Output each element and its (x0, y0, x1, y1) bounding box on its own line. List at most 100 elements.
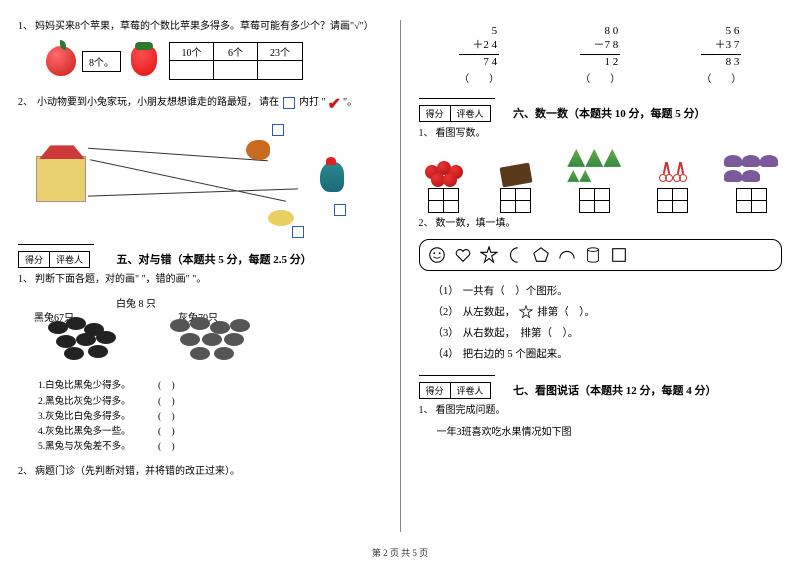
scissors-group (658, 162, 688, 213)
q1: 1、妈妈买来8个苹果，草莓的个数比苹果多得多。草莓可能有多少个？请画"√"） (18, 20, 382, 34)
path-2 (90, 160, 286, 203)
choice-2[interactable]: 23个 (258, 43, 302, 61)
r-q2: 2、数一数，填一填。 (419, 217, 783, 231)
choice-0[interactable]: 10个 (170, 43, 214, 61)
squirrel-icon (246, 140, 270, 160)
star-icon (480, 246, 498, 264)
score-a-r2: 得分 (420, 383, 451, 398)
choice-grid: 10个 6个 23个 (169, 42, 303, 80)
choice-blank-1[interactable] (214, 61, 258, 79)
square-icon (610, 246, 628, 264)
choice-blank-2[interactable] (258, 61, 302, 79)
house-icon (36, 156, 86, 202)
right-column: 5＋2 47 4（ ） 8 0－7 81 2（ ） 5 6＋3 78 3（ ） … (401, 0, 800, 540)
q2b: 2、病题门诊（先判断对错，并将错的改正过来）。 (18, 465, 382, 479)
hats (724, 155, 778, 213)
heart-icon (454, 246, 472, 264)
tf-4: 5.黑兔与灰兔差不多。 (38, 440, 158, 455)
star-inline-icon (519, 305, 533, 319)
q2: 2、 小动物要到小兔家玩，小朋友想想谁走的路最短， 请在 内打 " ✔ "。 (18, 92, 382, 114)
section6: 六、数一数（本题共 10 分，每题 5 分） (513, 105, 706, 121)
strawberry-icon (131, 46, 157, 76)
tally-0[interactable] (429, 189, 459, 213)
tf-1: 2.黑兔比灰兔少得多。 (38, 395, 158, 410)
vertical-math: 5＋2 47 4（ ） 8 0－7 81 2（ ） 5 6＋3 78 3（ ） (419, 24, 783, 86)
animals-scene (28, 122, 348, 232)
tf-2: 3.灰兔比白兔多得多。 (38, 410, 158, 425)
arc-icon (558, 246, 576, 264)
score-box-r2: 得分 评卷人 (419, 382, 491, 399)
white-label: 白兔 8 只 (116, 295, 156, 310)
choice-blank-0[interactable] (170, 61, 214, 79)
grey-rabbits (170, 317, 270, 361)
chocolate-icon (499, 162, 532, 187)
tally-4[interactable] (736, 189, 766, 213)
rabbits-scene: 白兔 8 只 黑兔67只 灰兔70只 (30, 295, 290, 375)
q2-num: 2、 (18, 96, 33, 110)
tf-list: 1.白兔比黑兔少得多。( ) 2.黑兔比灰兔少得多。( ) 3.灰兔比白兔多得多… (38, 379, 382, 455)
q2-text-b: 请在 (259, 96, 279, 110)
page-footer: 第 2 页 共 5 页 (0, 540, 800, 559)
shape-questions: （1）一共有（ ）个图形。 （2）从左数起， 排第（ ）。 （3）从右数起， 排… (433, 281, 783, 365)
section7: 七、看图说话（本题共 12 分，每题 4 分） (513, 382, 717, 398)
score-line-r (419, 98, 495, 99)
checkbox-2[interactable] (334, 204, 346, 216)
tally-2[interactable] (579, 189, 609, 213)
tf-paren-2[interactable]: ( ) (158, 410, 179, 425)
checkbox-3[interactable] (292, 226, 304, 238)
cylinder-icon (584, 246, 602, 264)
path-1 (88, 148, 268, 162)
section5: 五、对与错（本题共 5 分，每题 2.5 分） (117, 251, 312, 267)
tally-1[interactable] (501, 189, 531, 213)
apple-count: 8个。 (82, 51, 121, 72)
chocolate (501, 165, 531, 213)
q1-text: 妈妈买来8个苹果，草莓的个数比苹果多得多。草莓可能有多少个？请画"√"） (35, 21, 374, 32)
q2-text-c: 内打 " (299, 96, 326, 110)
moon-icon (506, 246, 524, 264)
tf-num: 1、 (18, 274, 33, 285)
tf-0: 1.白兔比黑兔少得多。 (38, 379, 158, 394)
q2b-num: 2、 (18, 466, 33, 477)
apple-icon (46, 46, 76, 76)
pentagon-icon (532, 246, 550, 264)
q1-num: 1、 (18, 21, 33, 32)
q2b-text: 病题门诊（先判断对错，并将错的改正过来）。 (35, 466, 240, 477)
fruit-row (423, 149, 779, 213)
r-q7-sub: 一年3班喜欢吃水果情况如下图 (437, 426, 783, 440)
score-b: 评卷人 (50, 252, 89, 267)
checkbox-1[interactable] (272, 124, 284, 136)
apple-row: 8个。 10个 6个 23个 (46, 42, 382, 80)
cherries (423, 155, 465, 213)
tf-paren-4[interactable]: ( ) (158, 440, 179, 455)
score-b-r2: 评卷人 (451, 383, 490, 398)
prob-0: 5＋2 47 4（ ） (459, 24, 499, 86)
tf-paren-3[interactable]: ( ) (158, 425, 179, 440)
q2-text-a: 小动物要到小兔家玩，小朋友想想谁走的路最短， (37, 96, 257, 110)
r-q7: 1、看图完成问题。 (419, 404, 783, 418)
tf-text: 判断下面各题，对的画" "，错的画" "。 (35, 274, 206, 285)
black-rabbits (48, 317, 138, 361)
score-b-r: 评卷人 (451, 106, 490, 121)
tf-paren-0[interactable]: ( ) (158, 379, 179, 394)
checkbox-icon (283, 97, 295, 109)
tf-paren-1[interactable]: ( ) (158, 395, 179, 410)
shape-box (419, 239, 783, 271)
score-a: 得分 (19, 252, 50, 267)
choice-1[interactable]: 6个 (214, 43, 258, 61)
score-a-r: 得分 (420, 106, 451, 121)
score-box: 得分 评卷人 (18, 251, 90, 268)
score-line-r2 (419, 375, 495, 376)
tf-intro: 1、判断下面各题，对的画" "，错的画" "。 (18, 273, 382, 287)
score-line (18, 244, 94, 245)
r-q1: 1、看图写数。 (419, 127, 783, 141)
score-box-r: 得分 评卷人 (419, 105, 491, 122)
rooster-icon (320, 162, 344, 192)
q2-text-d: "。 (343, 96, 357, 110)
hills (567, 149, 621, 213)
prob-2: 5 6＋3 78 3（ ） (701, 24, 741, 86)
duck-icon (268, 210, 294, 226)
smile-icon (428, 246, 446, 264)
left-column: 1、妈妈买来8个苹果，草莓的个数比苹果多得多。草莓可能有多少个？请画"√"） 8… (0, 0, 400, 540)
tally-3[interactable] (658, 189, 688, 213)
tf-3: 4.灰兔比黑兔多一些。 (38, 425, 158, 440)
